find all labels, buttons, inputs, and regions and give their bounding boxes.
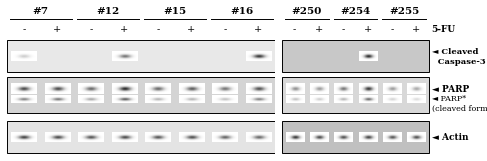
Text: -: - (22, 25, 26, 34)
Text: +: + (120, 25, 129, 34)
Text: ◄ Cleaved
  Caspase-3: ◄ Cleaved Caspase-3 (432, 48, 486, 66)
Text: +: + (254, 25, 262, 34)
Text: -: - (342, 25, 345, 34)
Text: +: + (54, 25, 62, 34)
Bar (282, 77, 429, 113)
Text: #255: #255 (389, 7, 419, 16)
Text: -: - (391, 25, 393, 34)
Bar (282, 121, 429, 153)
Text: -: - (90, 25, 93, 34)
Text: -: - (156, 25, 160, 34)
Bar (282, 40, 429, 72)
Text: ◄ PARP*
(cleaved form): ◄ PARP* (cleaved form) (432, 95, 487, 113)
Text: #254: #254 (340, 7, 371, 16)
Bar (7, 121, 275, 153)
Text: #12: #12 (96, 7, 119, 16)
Text: #16: #16 (230, 7, 253, 16)
Text: +: + (412, 25, 420, 34)
Text: #250: #250 (292, 7, 322, 16)
Bar (7, 77, 275, 113)
Text: ◄ PARP: ◄ PARP (432, 85, 469, 94)
Bar (275, 0, 282, 161)
Text: +: + (364, 25, 372, 34)
Text: ◄ Actin: ◄ Actin (432, 133, 469, 142)
Bar (7, 40, 275, 72)
Text: -: - (224, 25, 226, 34)
Text: +: + (187, 25, 196, 34)
Text: #7: #7 (33, 7, 49, 16)
Text: -: - (293, 25, 296, 34)
Text: #15: #15 (163, 7, 186, 16)
Text: 5-FU: 5-FU (431, 25, 455, 34)
Text: +: + (315, 25, 323, 34)
